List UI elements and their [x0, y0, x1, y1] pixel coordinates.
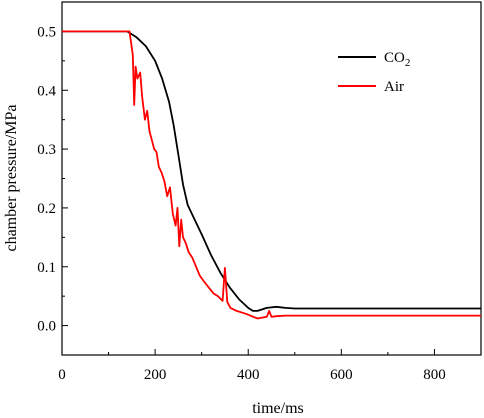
legend-label-co2: CO2 [384, 50, 410, 69]
y-tick-label-4: 0.4 [37, 83, 56, 99]
y-tick-label-5: 0.5 [37, 24, 56, 40]
legend: CO2 Air [338, 50, 410, 95]
x-axis-ticks: 0 200 400 600 800 [58, 349, 446, 383]
series-line-air [62, 30, 481, 320]
legend-label-air: Air [384, 79, 404, 95]
y-tick-label-0: 0.0 [37, 319, 56, 335]
y-tick-label-2: 0.2 [37, 201, 56, 217]
x-tick-label-1: 200 [144, 367, 167, 383]
legend-label-co2-sub: 2 [405, 57, 411, 69]
x-axis-label: time/ms [252, 400, 304, 417]
y-tick-label-3: 0.3 [37, 142, 56, 158]
x-tick-label-4: 800 [423, 367, 446, 383]
x-tick-label-2: 400 [237, 367, 260, 383]
y-tick-label-1: 0.1 [37, 260, 56, 276]
x-tick-label-0: 0 [58, 367, 66, 383]
y-axis-label: chamber pressure/MPa [3, 104, 20, 251]
legend-label-co2-base: CO [384, 50, 405, 66]
x-tick-label-3: 600 [330, 367, 353, 383]
y-axis-ticks: 0.0 0.1 0.2 0.3 0.4 0.5 [37, 24, 68, 335]
series-line-co2 [62, 30, 481, 312]
series-layer [62, 30, 481, 320]
plot-frame [61, 1, 482, 356]
